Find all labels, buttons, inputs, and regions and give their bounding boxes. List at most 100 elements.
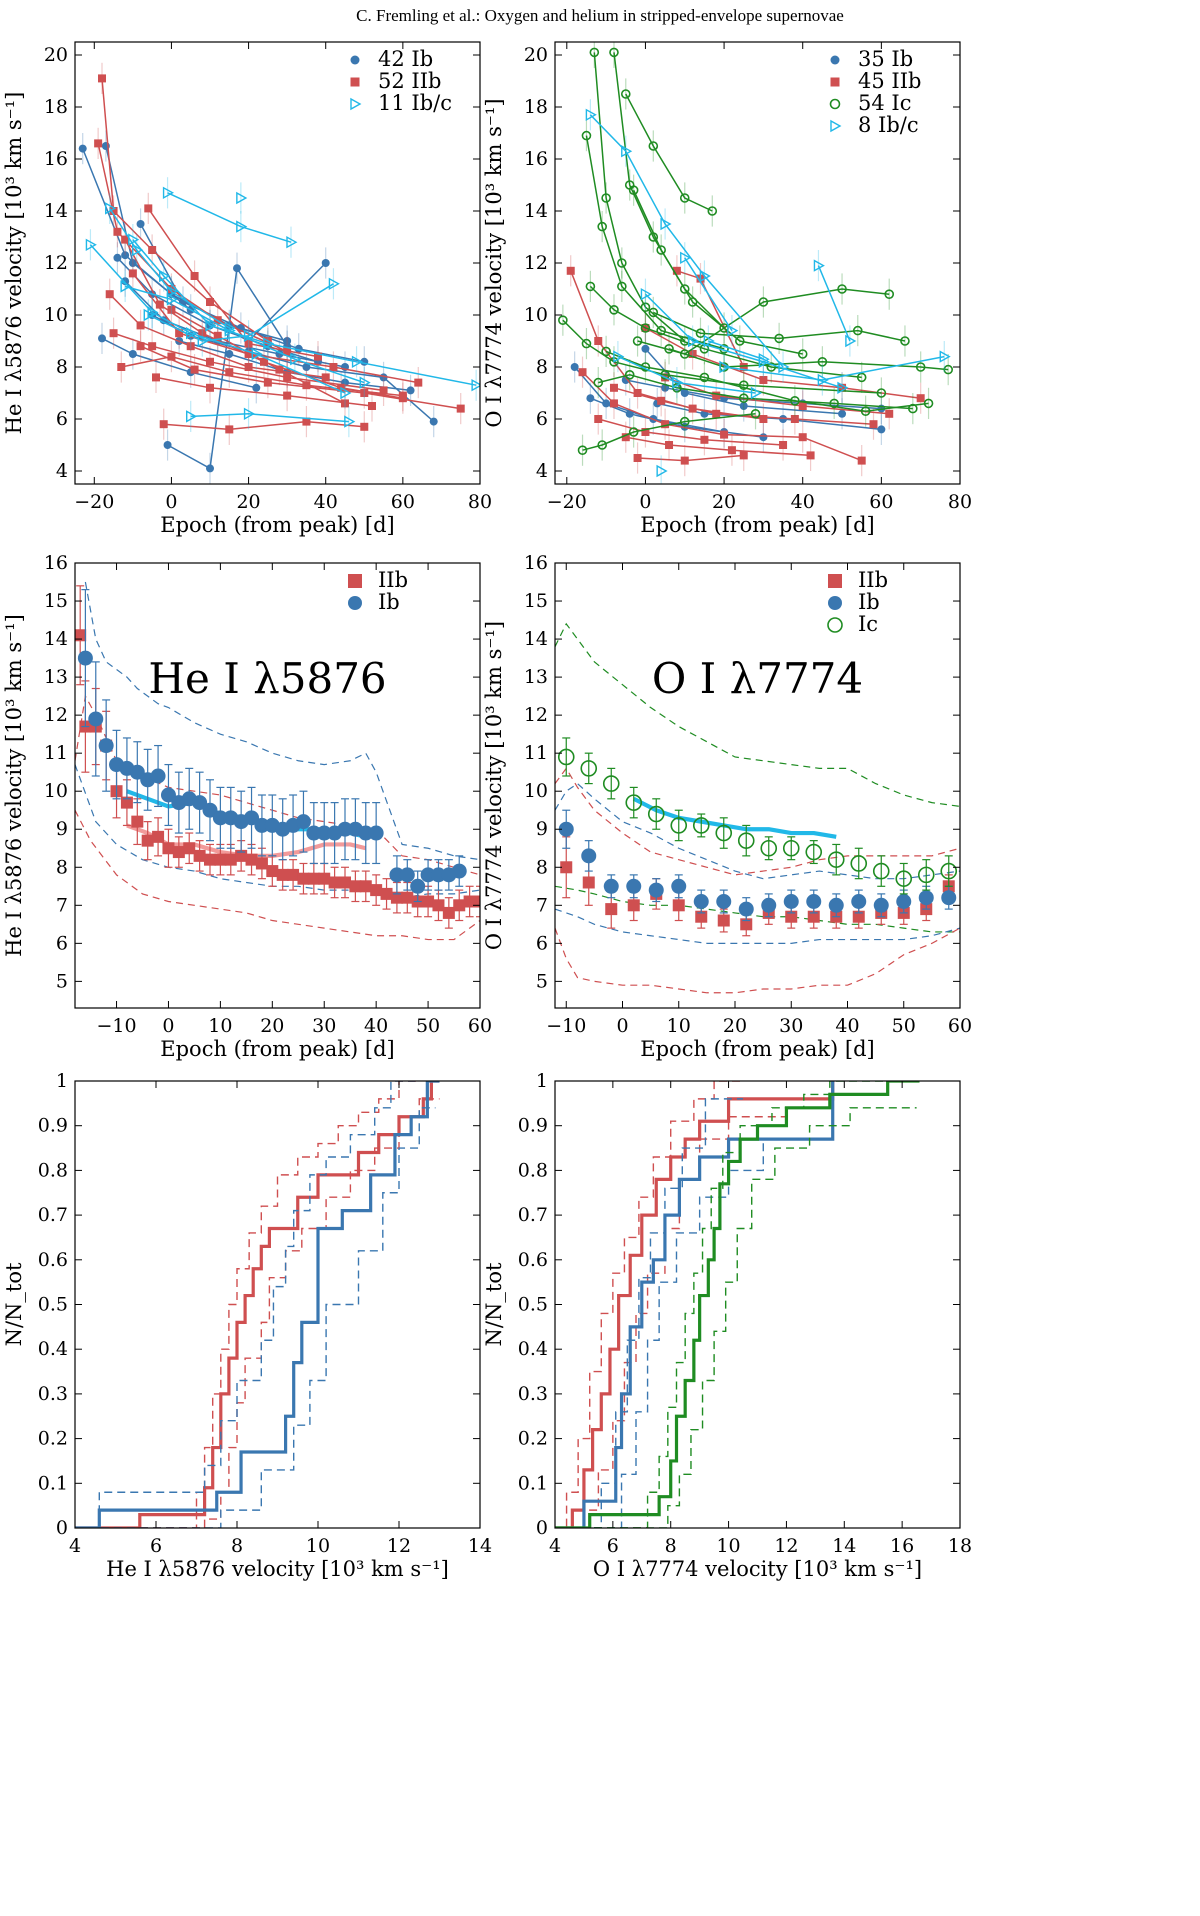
data-point [605, 903, 618, 916]
data-point [121, 235, 130, 244]
data-point [940, 862, 958, 880]
data-point [869, 420, 878, 429]
data-point [601, 193, 611, 203]
x-tick-label: 50 [416, 1015, 440, 1037]
data-point [286, 236, 298, 249]
data-point [341, 399, 349, 408]
cdf-line [555, 1081, 835, 1528]
track-line [155, 376, 373, 407]
data-point [198, 329, 207, 338]
track-line [637, 288, 890, 355]
y-tick-label: 6 [536, 932, 548, 954]
y-tick-label: 0.4 [518, 1338, 548, 1360]
data-point [263, 378, 272, 387]
plot-area-p6 [555, 1081, 920, 1528]
data-point [570, 363, 579, 371]
data-point [390, 891, 403, 904]
x-tick-label: 8 [665, 1535, 677, 1557]
data-point [695, 910, 708, 923]
data-point [692, 817, 710, 834]
data-point [152, 373, 160, 382]
data-point [360, 422, 369, 431]
x-axis-label: O I λ7774 velocity [10³ km s⁻¹] [593, 1557, 922, 1581]
data-point [918, 890, 934, 906]
legend-marker [828, 574, 842, 588]
data-point [798, 433, 807, 442]
data-point [884, 289, 895, 300]
track-line [605, 350, 929, 412]
data-point [359, 376, 371, 389]
data-point [578, 368, 587, 377]
data-point [321, 373, 330, 382]
data-point [703, 334, 715, 348]
data-point [727, 446, 736, 455]
chart-p5: 4 6 8 10 12 14 0 0.1 0.2 0.3 0.4 0.5 0.6 0.7 0.8 0.9 1 He… [2, 1070, 492, 1581]
y-tick-label: 14 [44, 200, 68, 222]
legend-marker [350, 97, 362, 111]
data-point [632, 336, 643, 346]
data-point [699, 372, 710, 383]
data-point [192, 795, 208, 811]
data-point [581, 130, 592, 141]
data-point [214, 853, 227, 866]
plot-frame [74, 562, 481, 1009]
y-tick-label: 0.1 [38, 1472, 68, 1494]
cdf-line [555, 1081, 920, 1528]
y-tick-label: 10 [44, 780, 68, 802]
data-point [98, 334, 106, 343]
x-tick-label: 10 [716, 1535, 740, 1557]
data-point [380, 887, 393, 900]
data-point [414, 378, 423, 387]
data-point [857, 456, 866, 465]
data-point [129, 764, 145, 780]
x-axis-label: Epoch (from peak) [d] [160, 1037, 394, 1061]
data-point [166, 293, 178, 306]
data-point [167, 352, 176, 361]
data-point [340, 386, 352, 400]
data-point [679, 284, 690, 294]
data-point [586, 394, 595, 403]
data-point [128, 350, 137, 358]
data-point [321, 259, 330, 267]
plot-frame [74, 1080, 481, 1529]
x-tick-label: 60 [948, 1015, 972, 1037]
cdf-line [75, 1081, 416, 1528]
track-line [562, 319, 882, 394]
x-tick-label: 8 [231, 1535, 243, 1557]
data-point [144, 204, 153, 213]
data-point [915, 362, 926, 372]
track-line [101, 337, 257, 389]
track-line [617, 355, 756, 394]
data-point [314, 352, 322, 361]
chart-p3: −10 0 10 20 30 40 50 60 5 6 7 8 9 10 11 12 13 14 15 16 Epoch… [2, 552, 492, 1061]
y-tick-label: 13 [44, 666, 68, 688]
y-tick-label: 0.2 [38, 1428, 68, 1450]
data-point [740, 918, 753, 931]
data-point [602, 775, 620, 792]
data-point [77, 650, 93, 666]
y-tick-label: 0.4 [38, 1338, 68, 1360]
data-point [837, 284, 847, 294]
data-point [594, 415, 603, 423]
data-point [233, 264, 241, 273]
x-tick-label: 60 [869, 491, 893, 513]
envelope-line [555, 767, 960, 876]
data-point [283, 391, 292, 400]
data-point [389, 867, 405, 883]
x-tick-label: 16 [890, 1535, 914, 1557]
data-point [159, 420, 168, 429]
data-point [290, 353, 302, 366]
data-point [625, 794, 643, 811]
plot-area-p4 [555, 622, 960, 994]
data-point [580, 760, 598, 777]
x-tick-label: −10 [546, 1015, 586, 1037]
data-point [738, 901, 754, 917]
y-tick-label: 0.6 [518, 1249, 548, 1271]
data-point [577, 445, 588, 456]
legend-marker [830, 119, 842, 133]
panel-title: He I λ5876 [148, 654, 386, 703]
data-point [617, 281, 627, 292]
envelope-line [75, 694, 480, 876]
x-tick-label: 4 [549, 1535, 561, 1557]
data-point [680, 389, 689, 397]
